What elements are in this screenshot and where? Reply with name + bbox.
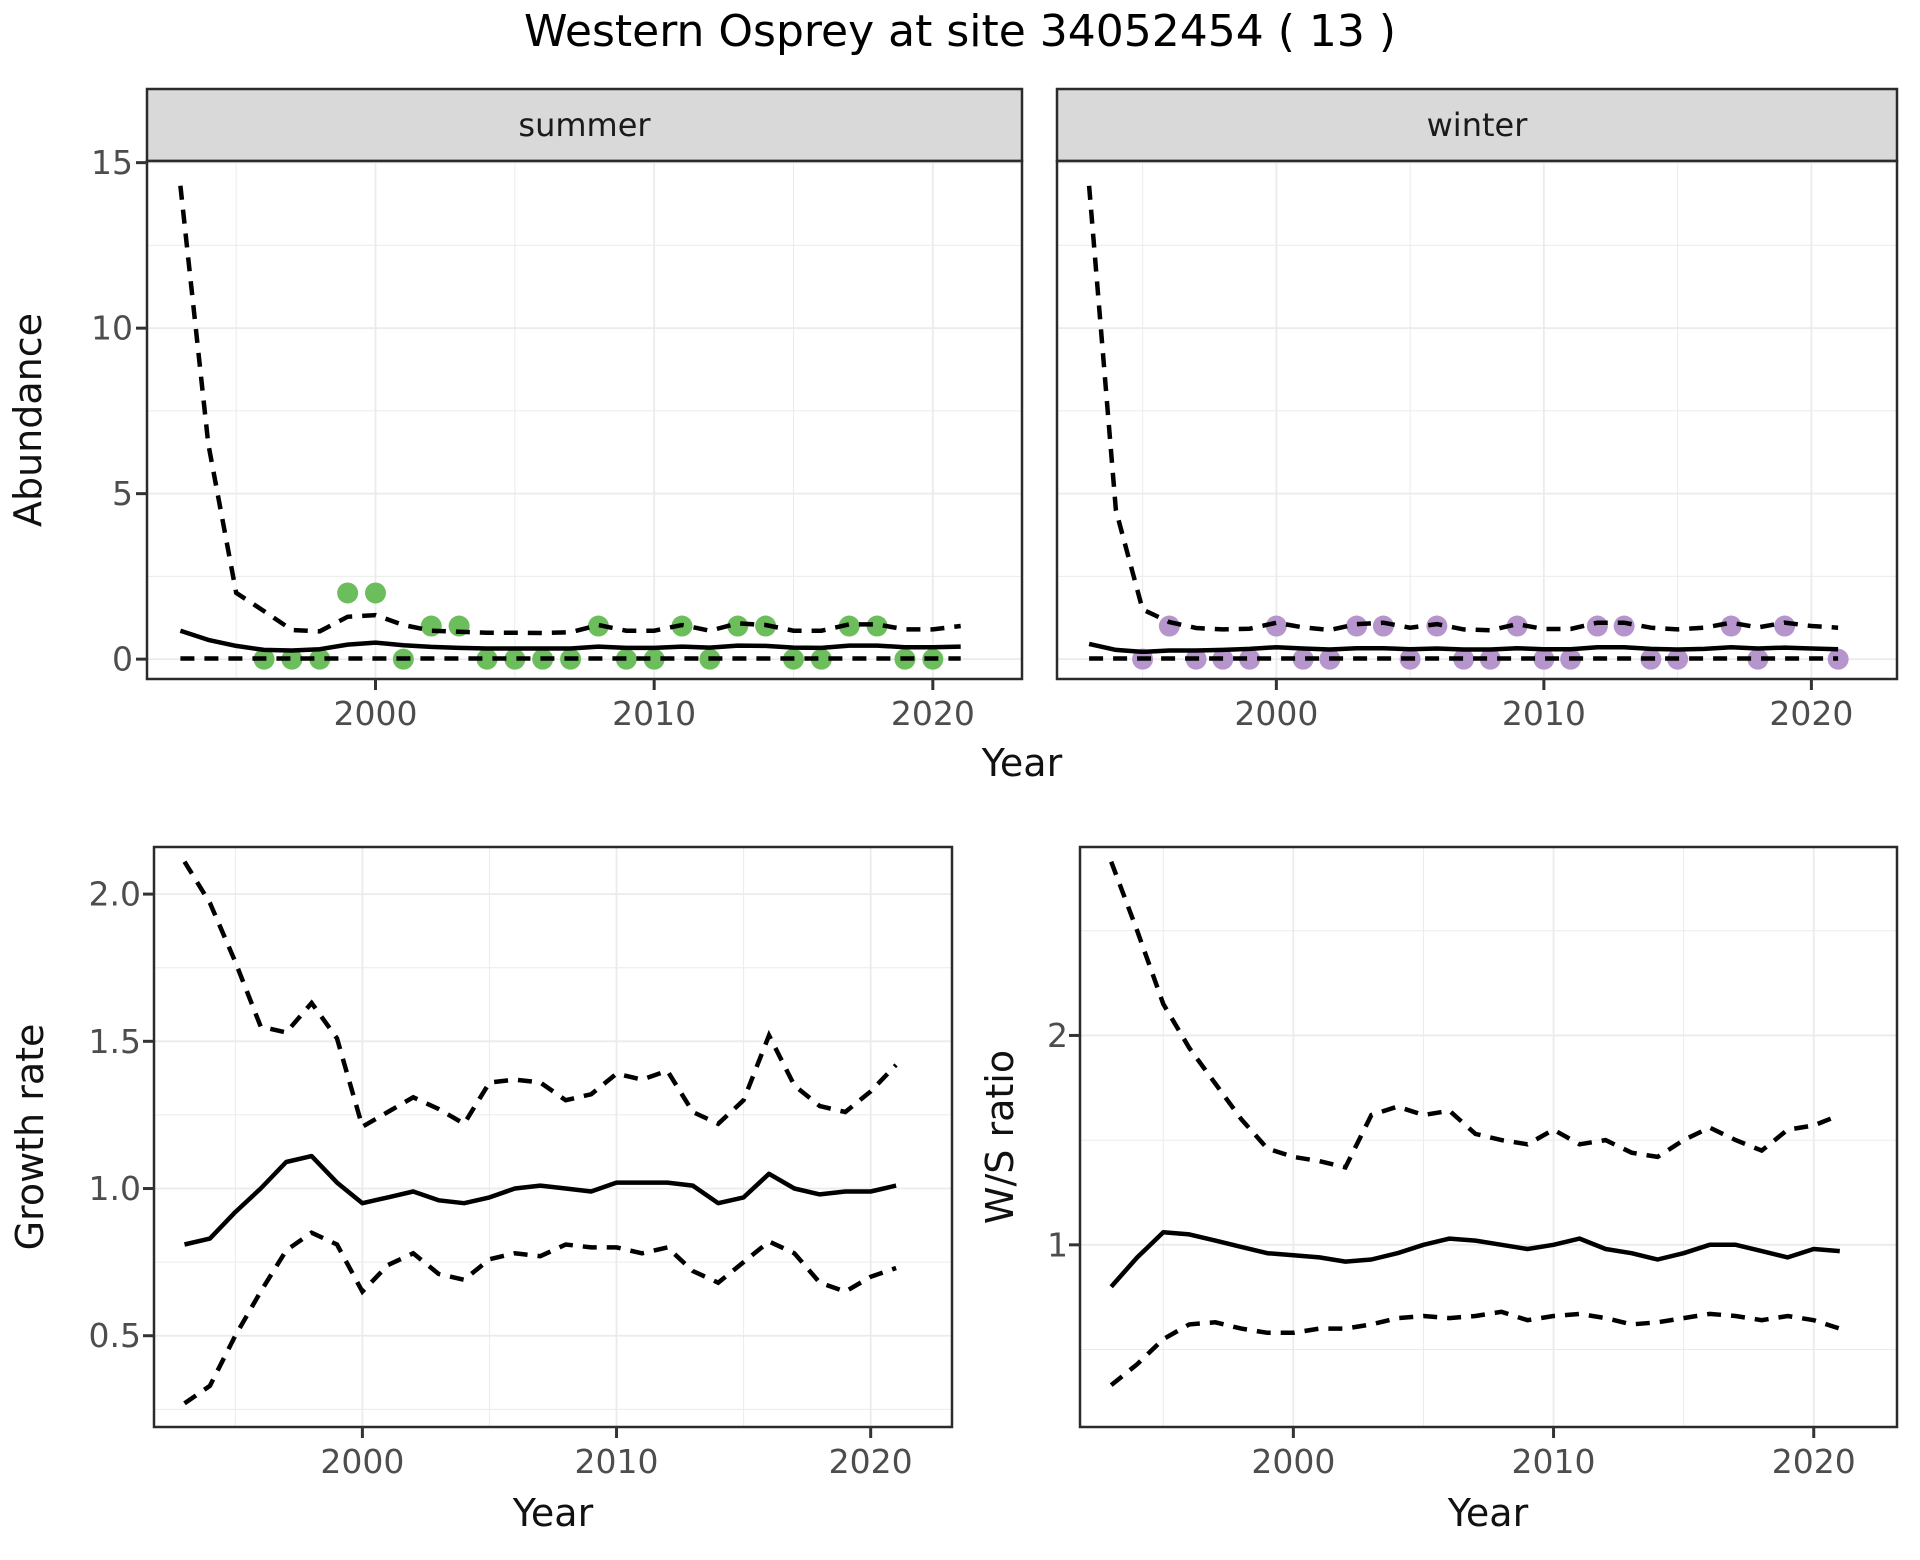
ci-upper-line — [1109, 860, 1841, 1171]
observation-point — [1613, 615, 1635, 637]
observation-point — [281, 648, 303, 670]
x-tick-label: 2020 — [829, 1442, 913, 1481]
observation-point — [1346, 615, 1368, 637]
y-axis-title-growth-rate: Growth rate — [8, 1023, 52, 1251]
panel-growth_rate: 2000 2010 2020 0.5 1.0 1.5 2.0 — [89, 845, 954, 1481]
panel-border — [145, 159, 1024, 681]
x-tick-label: 2020 — [1769, 694, 1853, 733]
observation-point — [476, 648, 498, 670]
facet-strip — [145, 87, 1024, 163]
observation-point — [337, 582, 359, 604]
observation-point — [866, 615, 888, 637]
panel-abundance_summer: 2000 2010 2020 0 5 10 15 — [91, 87, 1024, 733]
observation-point — [1158, 615, 1180, 637]
panel-abundance_winter: 2000 2010 2020 — [1055, 87, 1899, 733]
panel-ws_ratio: 2000 2010 2020 1 2 — [1047, 845, 1899, 1481]
facet-strip-label-winter: winter — [1426, 106, 1528, 144]
observation-point — [1774, 615, 1796, 637]
observation-point — [1586, 615, 1608, 637]
panel-border — [1078, 845, 1899, 1429]
ci-upper-line — [1086, 185, 1839, 633]
x-axis-title-year-top: Year — [981, 741, 1063, 785]
ci-lower-line — [183, 1230, 897, 1406]
facet-strip-label-summer: summer — [518, 106, 651, 144]
y-tick-label: 2 — [1047, 1016, 1068, 1055]
median-line — [1088, 641, 1839, 655]
observation-point — [810, 648, 832, 670]
observation-point — [727, 615, 749, 637]
ci-upper-line — [178, 185, 961, 636]
x-axis-title-year-ws: Year — [1447, 1491, 1529, 1535]
observation-point — [1265, 615, 1287, 637]
observation-point — [504, 648, 526, 670]
observation-point — [420, 615, 442, 637]
observation-point — [1506, 615, 1528, 637]
observation-point — [1479, 648, 1501, 670]
observation-point — [1827, 648, 1849, 670]
x-tick-label: 2000 — [320, 1442, 404, 1481]
median-line — [1109, 1230, 1840, 1289]
y-tick-label: 0.5 — [89, 1316, 141, 1355]
panel-border — [152, 845, 954, 1429]
x-axis-title-year-growth: Year — [512, 1491, 594, 1535]
y-tick-label: 2.0 — [89, 875, 141, 914]
y-axis-title-abundance: Abundance — [6, 312, 50, 528]
x-tick-label: 2020 — [1772, 1442, 1856, 1481]
y-tick-label: 10 — [91, 309, 133, 348]
x-tick-label: 2010 — [575, 1442, 659, 1481]
observation-point — [1239, 648, 1261, 670]
y-axis-title-ws-ratio: W/S ratio — [978, 1049, 1022, 1225]
observation-point — [1453, 648, 1475, 670]
median-line — [179, 628, 961, 653]
x-tick-label: 2020 — [891, 694, 975, 733]
x-tick-label: 2010 — [1512, 1442, 1596, 1481]
x-tick-label: 2010 — [612, 694, 696, 733]
median-line — [183, 1153, 897, 1247]
x-tick-label: 2010 — [1502, 694, 1586, 733]
observation-point — [1533, 648, 1555, 670]
x-tick-label: 2000 — [334, 694, 418, 733]
y-tick-label: 1.5 — [89, 1022, 141, 1061]
ci-upper-line — [182, 860, 898, 1131]
observation-point — [643, 648, 665, 670]
x-tick-label: 2000 — [1234, 694, 1318, 733]
observation-point — [1372, 615, 1394, 637]
y-tick-label: 5 — [112, 474, 133, 513]
panel-border — [1055, 159, 1899, 681]
observation-point — [587, 615, 609, 637]
chart-title: Western Osprey at site 34052454 ( 13 ) — [523, 6, 1397, 57]
observation-point — [1747, 648, 1769, 670]
ci-lower-line — [1109, 1309, 1841, 1387]
observation-point — [365, 582, 387, 604]
y-tick-label: 1.0 — [89, 1169, 141, 1208]
y-tick-label: 1 — [1047, 1225, 1068, 1264]
x-tick-label: 2000 — [1251, 1442, 1335, 1481]
y-tick-label: 0 — [112, 640, 133, 679]
y-tick-label: 15 — [91, 143, 133, 182]
observation-point — [1720, 615, 1742, 637]
observation-point — [1292, 648, 1314, 670]
observation-point — [309, 648, 331, 670]
